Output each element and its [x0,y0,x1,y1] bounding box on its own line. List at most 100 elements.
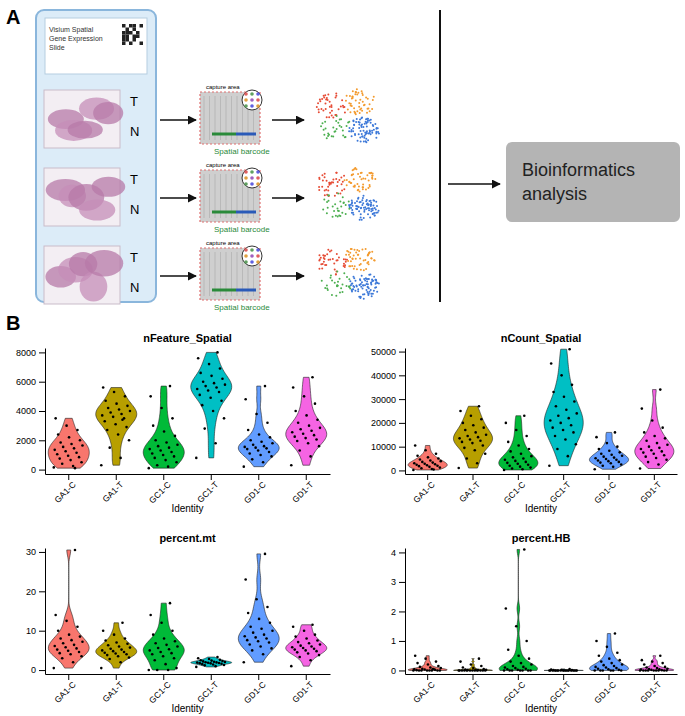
cluster-dot [376,282,378,284]
cluster-dot [355,121,357,123]
point [291,431,294,434]
point [609,462,612,465]
cluster-dot [359,219,361,221]
point [248,452,251,455]
cluster-dot [316,106,318,108]
cluster-dot [367,253,369,255]
cluster-dot [368,209,370,211]
tick-mark [39,352,45,353]
cluster-dot [360,140,362,142]
tick-label: GD1-T [638,480,663,505]
point [523,414,526,417]
cluster-dot [326,285,328,287]
cluster-dot [376,291,378,293]
point [249,439,252,442]
tick: GD1-C [242,674,268,705]
point [197,657,200,660]
point [600,452,603,455]
cluster-dot [337,210,339,212]
point [434,463,437,466]
qr-cell [133,28,137,32]
point [551,426,554,429]
cluster-dot [353,286,355,288]
cluster-dot [366,130,368,132]
cluster-dot [354,202,356,204]
violin [499,549,537,670]
tissue [93,102,123,124]
cluster-dot [348,181,350,183]
point [120,413,123,416]
point [423,462,426,465]
tick: GC1-C [147,474,173,505]
point [170,652,173,655]
cluster-dot [348,278,350,280]
point [294,410,297,413]
point [565,409,568,412]
point [265,447,268,450]
point [602,455,605,458]
point [214,665,217,668]
cluster-dot [329,182,331,184]
tick-mark [563,674,564,680]
cluster-dot [375,209,377,211]
cluster-dot [331,106,333,108]
point [266,606,269,609]
tick: 30000 [371,394,405,404]
point [78,651,81,654]
point [550,668,553,671]
point [318,445,321,448]
cluster-dot [332,216,334,218]
cluster-dot [360,283,362,285]
axis-line [45,549,46,675]
tick-label: GC1-T [195,480,220,505]
cluster-dot [351,202,353,204]
tick: GD1-C [242,474,268,505]
point [195,457,198,460]
point [564,438,567,441]
point [305,637,308,640]
point [457,669,460,672]
point [437,665,440,668]
point [563,395,566,398]
point [605,666,608,669]
point [424,657,427,660]
cluster-dot [367,118,369,120]
x-axis: GA1-CGA1-TGC1-CGC1-TGD1-CGD1-T [406,674,678,705]
point [600,660,603,663]
cluster-dot [343,265,345,267]
point [198,394,201,397]
cluster-dot [321,280,323,282]
magnifier-dot [250,92,254,96]
cluster-dot [331,110,333,112]
cluster-dot [320,257,322,259]
cluster-dot [356,200,358,202]
point [642,669,645,672]
point [52,667,55,670]
point [305,414,308,417]
cluster-dot [365,97,367,99]
cluster-dot [328,182,330,184]
point [220,399,223,402]
cluster-dot [340,287,342,289]
tick-mark [473,674,474,680]
point [154,642,157,645]
point [643,431,646,434]
point [107,407,110,410]
point [219,367,222,370]
capture-label: capture area [206,162,240,168]
point [151,452,154,455]
cluster-dot [367,286,369,288]
point [168,648,171,651]
violin [408,656,447,671]
cluster-dot [366,112,368,114]
tick-label: 10 [26,626,36,636]
point [615,667,618,670]
cluster-dot [374,178,376,180]
point [503,669,506,672]
point [210,659,213,662]
point [521,468,524,471]
panel-label: A [6,6,20,28]
point [575,443,578,446]
tick-label: 20 [26,587,36,597]
section: TN [44,246,139,304]
